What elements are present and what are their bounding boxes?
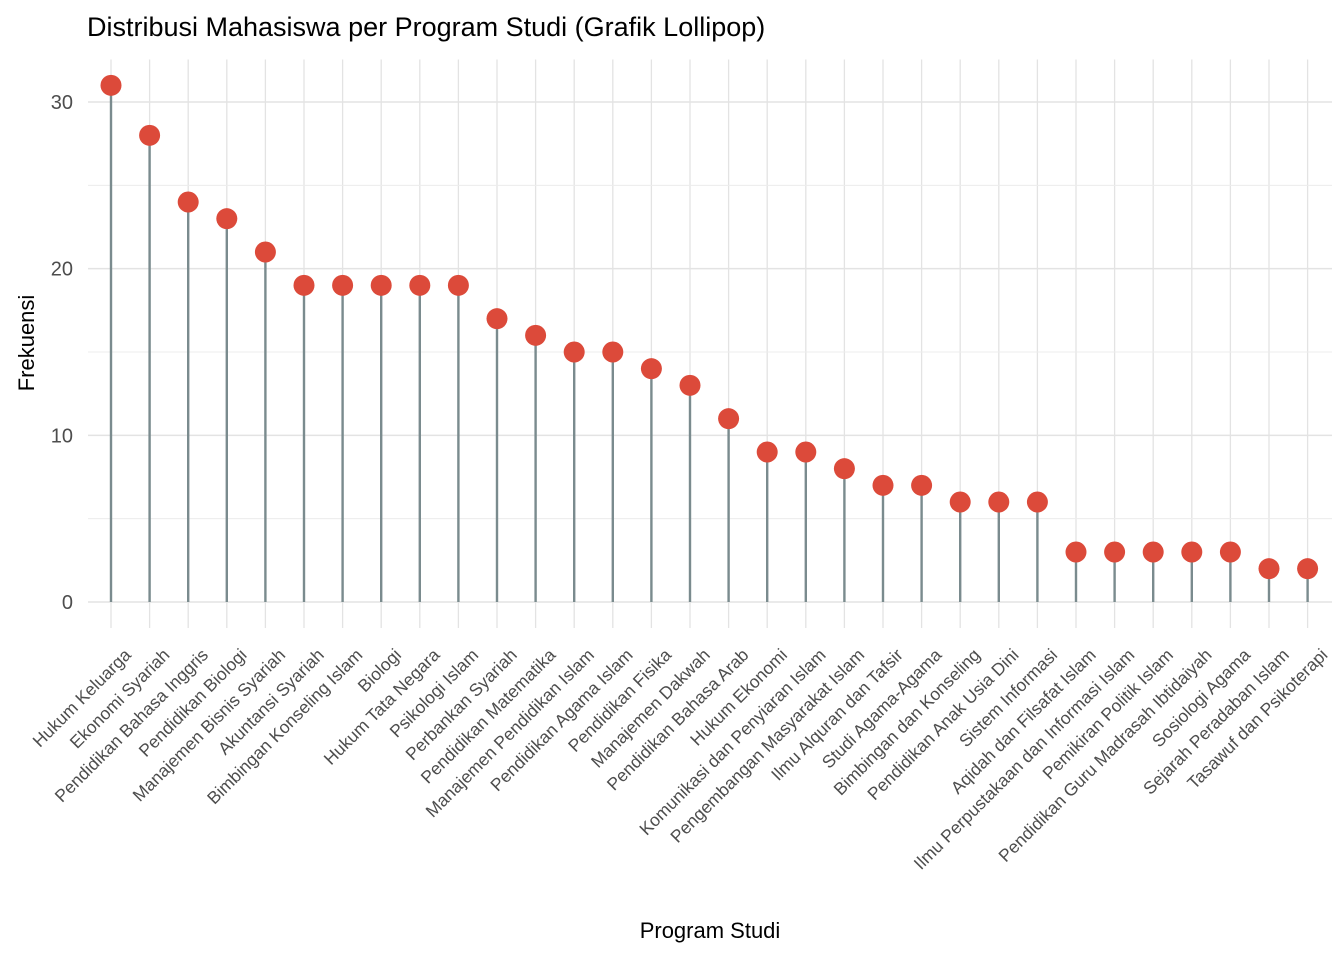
x-tick-label: Pendidikan Bahasa Inggris (51, 645, 213, 807)
lollipop-point (370, 274, 392, 296)
lollipop-point (872, 474, 894, 496)
lollipop-point (100, 74, 122, 96)
y-tick-label: 10 (51, 425, 73, 447)
lollipop-point (1142, 541, 1164, 563)
lollipop-point (563, 341, 585, 363)
lollipop-point (988, 491, 1010, 513)
lollipop-point (949, 491, 971, 513)
lollipop-point (679, 374, 701, 396)
lollipop-point (332, 274, 354, 296)
lollipop-point (447, 274, 469, 296)
y-tick-label: 30 (51, 92, 73, 114)
lollipop-point (139, 124, 161, 146)
lollipop-point (911, 474, 933, 496)
lollipop-point (1181, 541, 1203, 563)
lollipop-point (1219, 541, 1241, 563)
lollipop-point (1258, 558, 1280, 580)
lollipop-point (216, 208, 238, 230)
lollipop-point (602, 341, 624, 363)
y-tick-label: 20 (51, 259, 73, 281)
lollipop-point (1065, 541, 1087, 563)
lollipop-point (293, 274, 315, 296)
x-axis-title: Program Studi (639, 918, 781, 943)
lollipop-point (177, 191, 199, 213)
lollipop-point (756, 441, 778, 463)
lollipop-point (254, 241, 276, 263)
lollipop-point (640, 358, 662, 380)
chart-title: Distribusi Mahasiswa per Program Studi (… (87, 12, 766, 42)
lollipop-point (718, 408, 740, 430)
y-tick-label: 0 (62, 592, 73, 614)
lollipop-point (525, 324, 547, 346)
lollipop-point (1026, 491, 1048, 513)
lollipop-point (1297, 558, 1319, 580)
lollipop-point (409, 274, 431, 296)
lollipop-point (486, 308, 508, 330)
lollipop-point (833, 458, 855, 480)
lollipop-point (795, 441, 817, 463)
lollipop-point (1104, 541, 1126, 563)
